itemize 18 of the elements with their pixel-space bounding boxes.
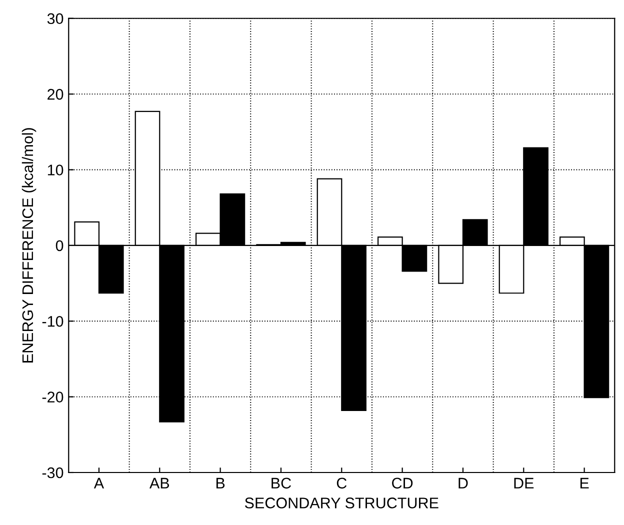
y-tick-label: 0 xyxy=(56,240,64,252)
x-tick-label: D xyxy=(458,478,468,488)
x-tick-label: DE xyxy=(514,478,534,488)
y-tick-label: 30 xyxy=(47,13,64,24)
x-tick-label: BC xyxy=(272,478,291,489)
y-tick-label: 20 xyxy=(48,88,64,100)
x-tick-label: B xyxy=(216,478,225,488)
x-axis-title: SECONDARY STRUCTURE xyxy=(244,498,438,508)
y-tick-label: -20 xyxy=(42,392,64,402)
x-tick-label: CD xyxy=(392,478,413,489)
x-tick-label: A xyxy=(94,478,104,488)
y-tick-label: -30 xyxy=(42,467,64,478)
x-tick-label: AB xyxy=(149,478,170,488)
y-axis-title: ENERGY DIFFERENCE (kcal/mol) xyxy=(22,128,36,362)
x-tick-label: E xyxy=(580,478,589,488)
x-tick-label: C xyxy=(336,478,347,489)
y-tick-label: -10 xyxy=(42,316,64,327)
y-tick-label: 10 xyxy=(48,164,64,176)
